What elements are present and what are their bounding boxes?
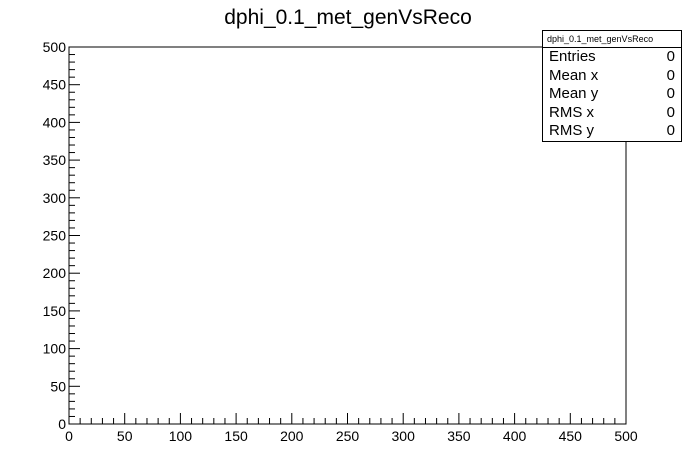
- x-tick-label: 400: [503, 428, 527, 444]
- x-tick-label: 0: [65, 428, 73, 444]
- stats-value: 0: [666, 48, 675, 65]
- stats-value: 0: [666, 66, 675, 84]
- x-tick-label: 500: [614, 428, 638, 444]
- stats-label: RMS y: [549, 122, 594, 139]
- stats-label: Entries: [549, 48, 596, 65]
- y-tick-label: 250: [43, 228, 67, 244]
- stats-row-mean-x: Mean x 0: [543, 67, 681, 86]
- stats-value: 0: [666, 103, 675, 121]
- x-tick-label: 150: [224, 428, 248, 444]
- y-tick-label: 350: [43, 152, 67, 168]
- x-tick-label: 200: [280, 428, 304, 444]
- x-tick-label: 100: [169, 428, 193, 444]
- y-tick-label: 0: [58, 416, 66, 432]
- stats-row-entries: Entries 0: [543, 48, 681, 67]
- stats-row-rms-x: RMS x 0: [543, 104, 681, 123]
- y-tick-label: 200: [43, 265, 67, 281]
- x-tick-label: 450: [559, 428, 583, 444]
- stats-label: Mean x: [549, 66, 599, 84]
- stats-label: Mean y: [549, 85, 599, 102]
- y-tick-label: 50: [50, 378, 66, 394]
- y-axis: 0 50 100 150 200 250 300 350 400 450 500: [43, 39, 80, 432]
- y-tick-label: 150: [43, 303, 67, 319]
- stats-label: RMS x: [549, 103, 594, 121]
- y-tick-label: 450: [43, 77, 67, 93]
- y-tick-label: 500: [43, 39, 67, 55]
- x-tick-label: 300: [392, 428, 416, 444]
- x-tick-label: 50: [117, 428, 133, 444]
- x-tick-label: 250: [336, 428, 360, 444]
- chart-title: dphi_0.1_met_genVsReco: [224, 6, 472, 29]
- stats-row-rms-y: RMS y 0: [543, 122, 681, 141]
- stats-box-title: dphi_0.1_met_genVsReco: [543, 31, 681, 48]
- stats-value: 0: [666, 122, 675, 139]
- y-tick-label: 400: [43, 114, 67, 130]
- stats-box: dphi_0.1_met_genVsReco Entries 0 Mean x …: [542, 30, 682, 142]
- y-tick-label: 100: [43, 341, 67, 357]
- x-axis: 0 50 100 150 200 250 300 350 400 450 500: [65, 413, 638, 444]
- stats-value: 0: [666, 85, 675, 102]
- x-tick-label: 350: [447, 428, 471, 444]
- y-tick-label: 300: [43, 190, 67, 206]
- stats-row-mean-y: Mean y 0: [543, 85, 681, 104]
